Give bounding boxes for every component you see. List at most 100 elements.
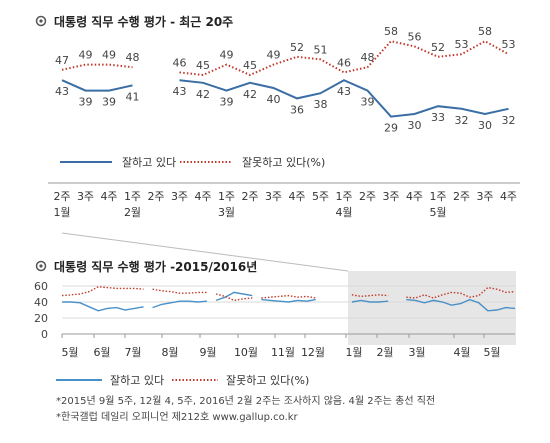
chart1-x-axis: 2주 3주 4주 1주 2주 3주 4주 1주 2주 3주 4주 5주 1주 2주 3주 4주 1주 2주 3주 4주… (48, 182, 520, 219)
footnote-survey: *2015년 9월 5주, 12월 4, 5주, 2016년 2월 2주는 조사… (56, 396, 436, 407)
data-label: 48 (361, 51, 375, 64)
series-1-segment-1 (179, 40, 509, 77)
target-icon-center (39, 264, 43, 268)
series-0-segment-3 (261, 298, 316, 303)
x-tick-label: 3주 (476, 190, 493, 203)
data-label: 39 (361, 96, 375, 109)
data-label: 43 (55, 85, 69, 98)
data-label: 58 (478, 25, 492, 38)
month-label: 5월 (429, 206, 446, 219)
target-icon-center (39, 19, 43, 23)
data-label: 39 (220, 96, 234, 109)
data-label: 32 (502, 114, 516, 127)
x-tick-label: 1주 (429, 190, 446, 203)
x-tick-label: 3월 (408, 346, 425, 359)
recent-period-highlight (348, 271, 516, 345)
x-tick-label: 4주 (406, 190, 423, 203)
y-tick-label: 60 (34, 280, 48, 293)
x-tick-label: 2주 (53, 190, 70, 203)
data-label: 36 (290, 103, 304, 116)
data-label: 29 (384, 122, 398, 135)
y-tick-label: 0 (41, 328, 48, 341)
legend-good-label: 잘하고 있다 (122, 155, 176, 169)
data-label: 53 (455, 38, 469, 51)
data-label: 49 (102, 49, 116, 62)
x-tick-label: 7월 (124, 346, 141, 359)
data-label: 30 (408, 119, 422, 132)
chart2-legend: 잘하고 있다 잘못하고 있다(%) (56, 373, 309, 387)
chart1-title-text: 대통령 직무 수행 평가 - 최근 20주 (54, 14, 233, 29)
data-label: 41 (126, 90, 140, 103)
data-label: 58 (384, 25, 398, 38)
chart2-series (61, 286, 516, 312)
x-tick-label: 2주 (453, 190, 470, 203)
x-tick-label: 3주 (171, 190, 188, 203)
x-tick-label: 2주 (359, 190, 376, 203)
data-label: 39 (102, 96, 116, 109)
data-label: 45 (243, 59, 257, 72)
x-tick-label: 1주 (218, 190, 235, 203)
x-tick-label: 4주 (500, 190, 517, 203)
data-label: 46 (173, 56, 187, 69)
x-tick-label: 6월 (93, 346, 110, 359)
chart1-x-labels: 2주 3주 4주 1주 2주 3주 4주 1주 2주 3주 4주 5주 1주 2주 3주 4주 1주 2주 3주 4주… (53, 190, 517, 219)
data-label: 53 (502, 38, 516, 51)
data-label: 33 (431, 111, 445, 124)
month-label: 2월 (124, 206, 141, 219)
month-label: 4월 (335, 206, 352, 219)
chart1-series (61, 40, 509, 118)
series-1-segment-3 (261, 294, 316, 299)
footnote-source: *한국갤럽 데일리 오피니언 제212호 www.gallup.co.kr (56, 412, 298, 423)
data-label: 39 (79, 96, 93, 109)
data-label: 43 (337, 85, 351, 98)
chart1-data-labels: 43 39 39 41 43 42 39 42 40 36 38 43 39 29 30 33 32 30 32 47… (55, 25, 516, 134)
x-tick-label: 1주 (335, 190, 352, 203)
zoom-connector-line (61, 232, 349, 272)
chart1-title: 대통령 직무 수행 평가 - 최근 20주 (35, 14, 233, 29)
x-tick-label: 2월 (376, 346, 393, 359)
data-label: 30 (478, 119, 492, 132)
series-1-segment-5 (406, 286, 516, 299)
x-tick-label: 2주 (241, 190, 258, 203)
data-label: 56 (408, 30, 422, 43)
x-tick-label: 5월 (61, 346, 78, 359)
chart2-title: 대통령 직무 수행 평가 -2015/2016년 (35, 259, 257, 274)
x-tick-label: 11월 (271, 346, 295, 359)
y-tick-label: 20 (34, 312, 48, 325)
x-tick-label: 1주 (124, 190, 141, 203)
series-0-segment-4 (351, 299, 389, 303)
data-label: 43 (173, 85, 187, 98)
series-1-segment-0 (61, 286, 144, 297)
series-1-segment-0 (61, 63, 133, 71)
data-label: 40 (267, 93, 281, 106)
series-0-segment-0 (61, 79, 133, 92)
x-tick-label: 4주 (194, 190, 211, 203)
x-tick-label: 8월 (161, 346, 178, 359)
x-tick-label: 5월 (483, 346, 500, 359)
chart2-title-text: 대통령 직무 수행 평가 -2015/2016년 (54, 259, 257, 274)
x-tick-label: 10월 (234, 346, 258, 359)
x-tick-label: 9월 (199, 346, 216, 359)
x-tick-label: 3주 (382, 190, 399, 203)
data-label: 48 (126, 51, 140, 64)
legend-good-label: 잘하고 있다 (110, 373, 164, 387)
x-tick-label: 4주 (100, 190, 117, 203)
data-label: 52 (290, 41, 304, 54)
data-label: 49 (267, 49, 281, 62)
series-0-segment-5 (406, 298, 516, 312)
data-label: 51 (314, 43, 328, 56)
data-label: 38 (314, 98, 328, 111)
month-label: 1월 (53, 206, 70, 219)
data-label: 32 (455, 114, 469, 127)
data-label: 42 (196, 88, 210, 101)
target-icon (35, 260, 47, 272)
series-0-segment-1 (179, 79, 509, 118)
series-1-segment-1 (152, 288, 207, 294)
legend-bad-label: 잘못하고 있다(%) (242, 155, 325, 169)
series-0-segment-1 (152, 300, 208, 309)
series-0-segment-2 (215, 291, 253, 302)
chart2-x-labels: 5월 6월 7월 8월 9월 10월 11월 12월 1월 2월 3월 4월 5월 (61, 334, 501, 359)
legend-bad-label: 잘못하고 있다(%) (226, 373, 309, 387)
